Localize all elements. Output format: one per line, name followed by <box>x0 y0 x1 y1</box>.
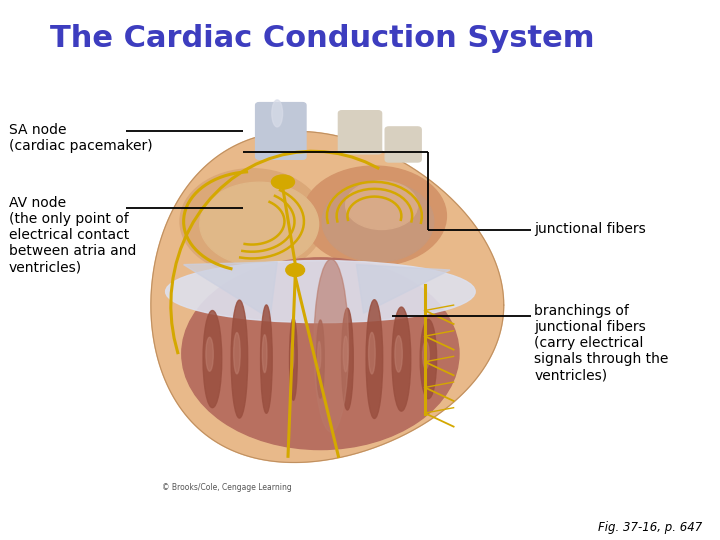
Text: junctional fibers: junctional fibers <box>534 222 646 237</box>
Ellipse shape <box>366 300 383 418</box>
Text: branchings of
junctional fibers
(carry electrical
signals through the
ventricles: branchings of junctional fibers (carry e… <box>534 303 669 382</box>
Ellipse shape <box>166 261 475 322</box>
Ellipse shape <box>323 181 433 262</box>
Ellipse shape <box>318 341 321 369</box>
Ellipse shape <box>286 264 305 276</box>
Ellipse shape <box>231 300 248 418</box>
FancyBboxPatch shape <box>256 103 306 159</box>
Text: SA node
(cardiac pacemaker): SA node (cardiac pacemaker) <box>9 123 152 153</box>
Ellipse shape <box>271 175 294 189</box>
Ellipse shape <box>203 310 222 408</box>
Ellipse shape <box>343 336 348 372</box>
Ellipse shape <box>369 333 375 374</box>
Text: © Brooks/Cole, Cengage Learning: © Brooks/Cole, Cengage Learning <box>162 483 292 491</box>
Ellipse shape <box>180 168 324 274</box>
Ellipse shape <box>423 341 429 369</box>
FancyBboxPatch shape <box>385 127 421 162</box>
Ellipse shape <box>346 181 418 230</box>
Text: The Cardiac Conduction System: The Cardiac Conduction System <box>50 24 595 53</box>
Ellipse shape <box>262 335 267 373</box>
Ellipse shape <box>341 308 354 410</box>
Ellipse shape <box>302 166 446 266</box>
Ellipse shape <box>392 307 410 411</box>
Text: AV node
(the only point of
electrical contact
between atria and
ventricles): AV node (the only point of electrical co… <box>9 195 136 274</box>
Ellipse shape <box>233 333 240 374</box>
Polygon shape <box>184 262 277 319</box>
Ellipse shape <box>272 100 282 127</box>
Ellipse shape <box>291 341 294 369</box>
Text: Fig. 37-16, p. 647: Fig. 37-16, p. 647 <box>598 521 702 534</box>
FancyBboxPatch shape <box>338 111 382 154</box>
Ellipse shape <box>317 320 324 398</box>
Ellipse shape <box>261 305 272 413</box>
Ellipse shape <box>199 182 319 266</box>
Ellipse shape <box>420 320 436 399</box>
Polygon shape <box>151 131 504 462</box>
Ellipse shape <box>395 336 402 372</box>
Ellipse shape <box>314 259 348 432</box>
Ellipse shape <box>181 258 459 449</box>
Polygon shape <box>356 265 450 313</box>
Ellipse shape <box>206 337 213 372</box>
Ellipse shape <box>289 318 297 400</box>
